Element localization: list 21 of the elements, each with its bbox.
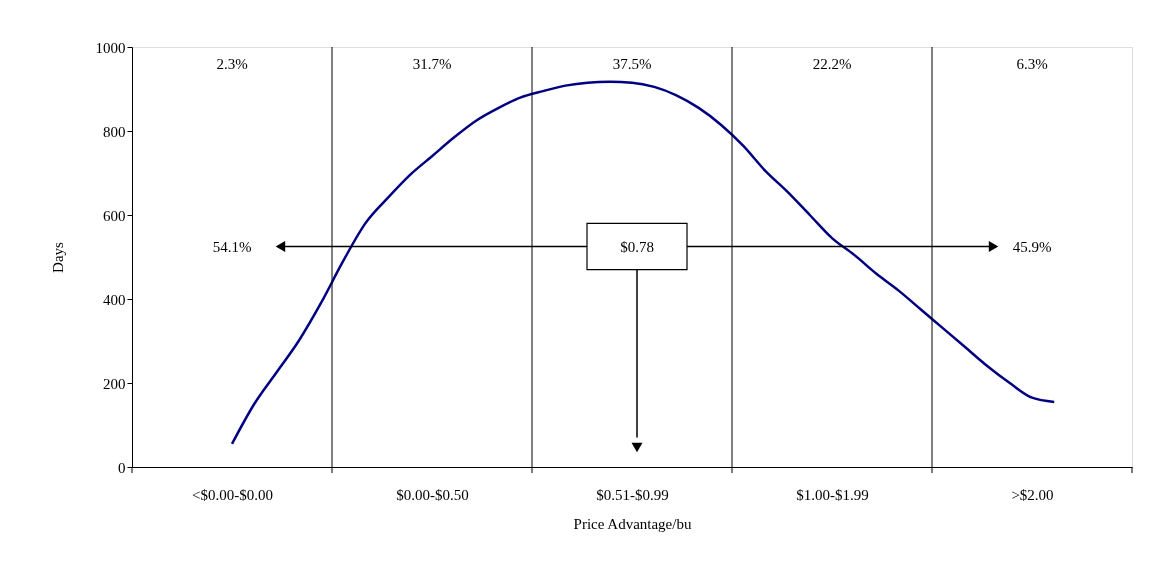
x-tick-label: <$0.00-$0.00 bbox=[192, 486, 273, 503]
y-tick-label: 1000 bbox=[95, 39, 126, 56]
y-tick-label: 200 bbox=[103, 375, 126, 392]
annotation: 31.7% bbox=[412, 55, 452, 72]
x-tick-label: $0.00-$0.50 bbox=[396, 486, 469, 503]
y-tick-label: 800 bbox=[103, 123, 126, 140]
y-axis-title: Days bbox=[49, 241, 66, 273]
annotation: 45.9% bbox=[1012, 238, 1052, 255]
annotation: 22.2% bbox=[812, 55, 852, 72]
annotation: 2.3% bbox=[216, 55, 248, 72]
annotation: 6.3% bbox=[1016, 55, 1048, 72]
annotation: 54.1% bbox=[212, 238, 252, 255]
y-tick-label: 400 bbox=[103, 291, 126, 308]
x-tick-label: $0.51-$0.99 bbox=[596, 486, 669, 503]
x-tick-label: $1.00-$1.99 bbox=[796, 486, 869, 503]
y-tick-label: 600 bbox=[103, 207, 126, 224]
annotation: $0.78 bbox=[620, 238, 654, 255]
x-axis-title: Price Advantage/bu bbox=[573, 515, 692, 532]
x-tick-label: >$2.00 bbox=[1011, 486, 1054, 503]
y-tick-label: 0 bbox=[118, 459, 126, 476]
annotation: 37.5% bbox=[612, 55, 652, 72]
